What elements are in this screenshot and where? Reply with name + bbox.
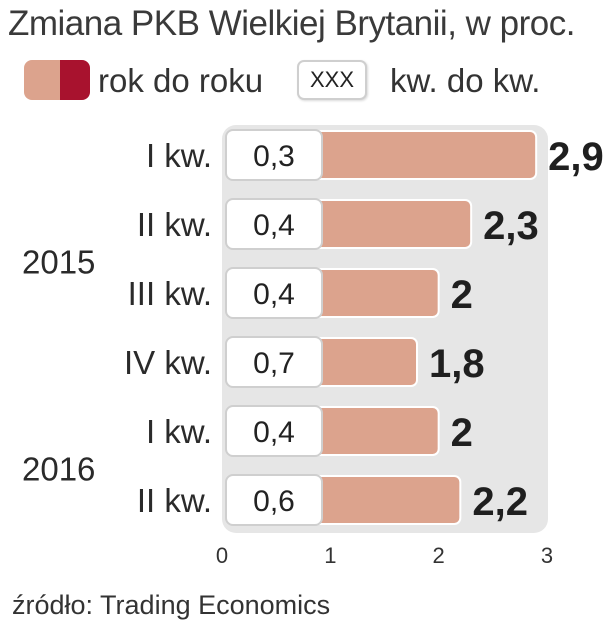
x-tick-label: 2 [433,543,445,568]
category-label: III kw. [128,275,212,312]
legend-swatch-qoq: XXX [297,60,367,100]
yoy-bar [313,406,440,456]
x-tick-label: 3 [541,543,553,568]
category-label: I kw. [146,137,212,174]
legend-label-qoq: kw. do kw. [390,62,541,99]
qoq-value-box [225,405,323,457]
yoy-value-label: 2,3 [483,204,539,248]
year-label: 2015 [22,244,95,281]
year-label: 2016 [22,451,95,488]
plot-background [222,125,548,533]
qoq-value-box [225,267,323,319]
yoy-bar [313,268,440,318]
category-label: IV kw. [124,344,212,381]
qoq-value-label: 0,6 [253,485,295,518]
yoy-bar [313,130,538,180]
legend: rok do roku XXX kw. do kw. [0,60,611,104]
legend-swatch-yoy-light [24,60,60,100]
qoq-value-box [225,336,323,388]
x-tick-label: 0 [216,543,228,568]
legend-label-yoy: rok do roku [98,62,264,99]
yoy-value-label: 2 [451,273,473,317]
qoq-value-label: 0,4 [253,416,295,449]
source-note: źródło: Trading Economics [12,590,331,620]
qoq-value-box [225,198,323,250]
qoq-value-label: 0,7 [253,347,295,380]
yoy-value-label: 2,2 [472,480,528,524]
yoy-value-label: 2 [451,411,473,455]
category-label: II kw. [137,482,212,519]
legend-swatch-yoy-dark [60,60,90,100]
qoq-value-label: 0,4 [253,209,295,242]
qoq-value-box [225,474,323,526]
qoq-value-label: 0,4 [253,278,295,311]
yoy-bar [313,199,473,249]
yoy-bar [313,337,418,387]
qoq-value-box [225,129,323,181]
category-label: II kw. [137,206,212,243]
category-label: I kw. [146,413,212,450]
yoy-value-label: 1,8 [429,342,485,386]
chart-title: Zmiana PKB Wielkiej Brytanii, w proc. [8,4,575,43]
yoy-value-label: 2,9 [548,135,604,179]
qoq-value-label: 0,3 [253,140,295,173]
x-tick-label: 1 [324,543,336,568]
yoy-bar [313,475,462,525]
